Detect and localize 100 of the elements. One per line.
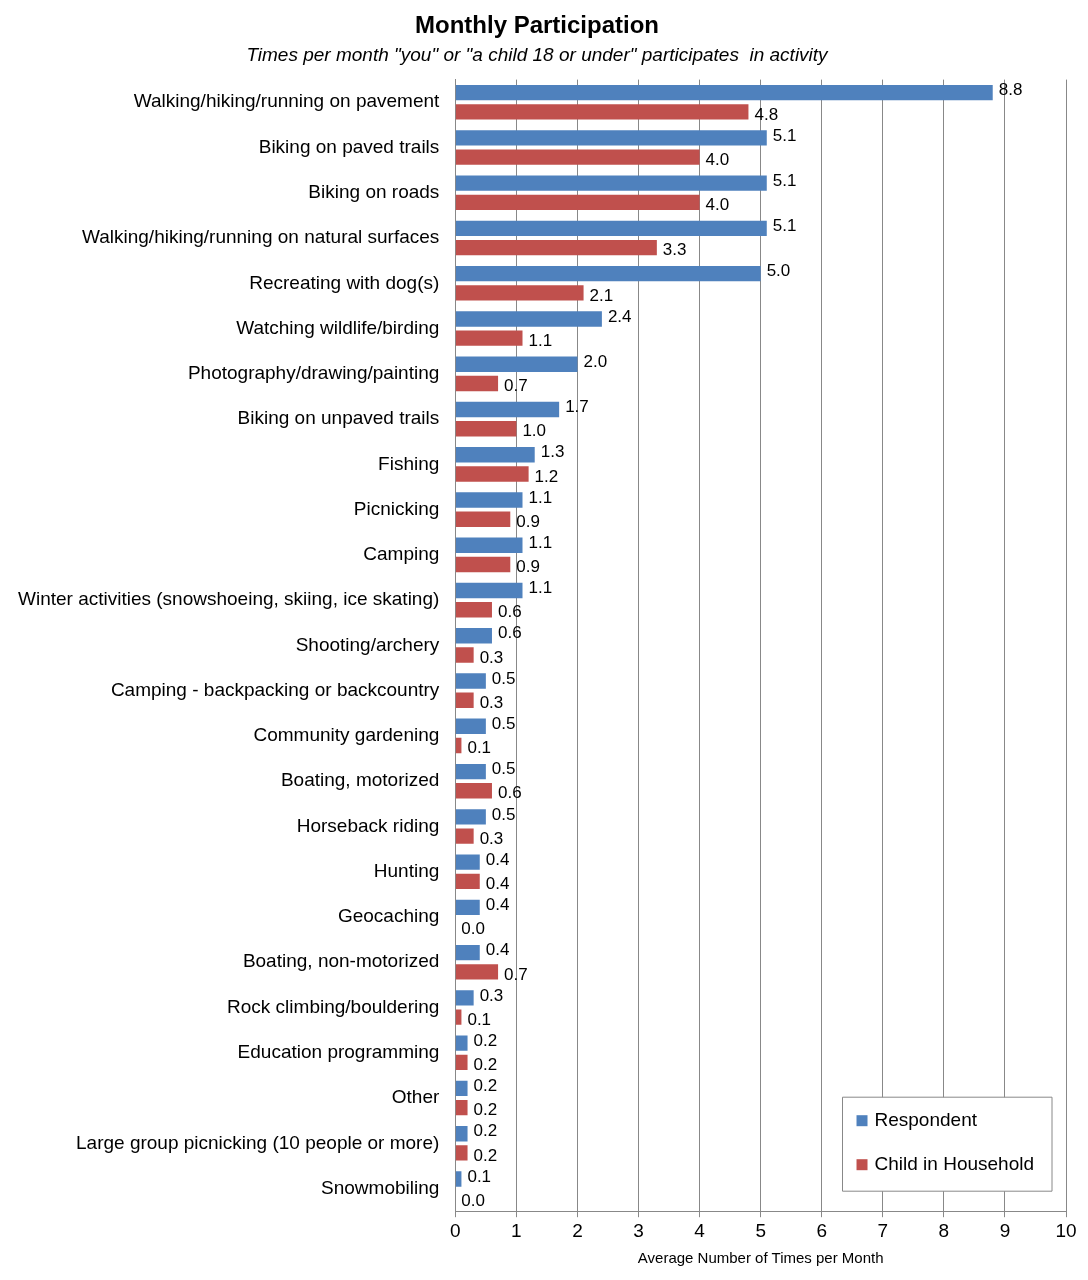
bar <box>455 990 474 1006</box>
data-label: 0.5 <box>491 668 516 688</box>
data-label: 0.2 <box>473 1121 498 1141</box>
data-label: 0.3 <box>479 692 504 712</box>
bar <box>455 421 517 437</box>
bar <box>455 401 560 418</box>
bar <box>455 763 486 780</box>
data-label: 0.2 <box>473 1100 498 1120</box>
data-label: 1.7 <box>565 397 589 417</box>
x-tick-label: 6 <box>816 1219 828 1241</box>
bar <box>455 854 480 870</box>
bar <box>455 175 767 191</box>
bar <box>455 828 474 844</box>
bar <box>455 511 511 527</box>
y-tick-label: Camping <box>363 543 440 565</box>
bar <box>455 194 700 211</box>
bar <box>455 356 578 372</box>
bar <box>455 647 474 663</box>
data-label: 0.6 <box>497 602 522 622</box>
bar <box>455 582 523 599</box>
bar <box>455 239 657 256</box>
y-tick-label: Education programming <box>237 1041 440 1063</box>
data-label: 5.1 <box>772 170 797 190</box>
bar <box>455 602 492 618</box>
bar <box>455 1009 462 1025</box>
data-label: 1.0 <box>522 421 547 441</box>
bar <box>455 944 480 961</box>
data-label: 8.8 <box>998 80 1023 100</box>
bar <box>455 149 700 165</box>
bar <box>455 1145 468 1161</box>
bar <box>455 1125 468 1142</box>
data-label: 0.6 <box>497 783 522 803</box>
y-tick-label: Photography/drawing/painting <box>187 362 440 384</box>
bar <box>455 220 767 237</box>
legend-label: Child in Household <box>874 1153 1035 1175</box>
data-label: 0.3 <box>479 647 504 667</box>
data-label: 0.3 <box>479 985 504 1005</box>
y-tick-label: Community gardening <box>253 724 440 746</box>
data-label: 1.1 <box>528 330 553 350</box>
y-tick-label: Hunting <box>373 859 440 881</box>
data-label: 0.1 <box>467 738 492 758</box>
data-label: 1.1 <box>528 578 553 598</box>
y-tick-label: Geocaching <box>337 905 440 927</box>
bar <box>455 492 523 508</box>
data-label: 0.2 <box>473 1055 498 1075</box>
bar <box>455 1035 468 1051</box>
bar <box>455 447 535 463</box>
legend-label: Respondent <box>874 1109 978 1131</box>
bar <box>455 692 474 708</box>
bar <box>455 537 523 553</box>
data-label: 2.1 <box>589 285 614 305</box>
x-tick-label: 7 <box>877 1219 889 1241</box>
chart-subtitle: Times per month "you" or "a child 18 or under" participates in activity <box>246 44 830 66</box>
data-label: 0.2 <box>473 1076 498 1096</box>
y-tick-label: Watching wildlife/birding <box>236 316 440 338</box>
data-label: 0.4 <box>485 874 510 894</box>
data-label: 0.4 <box>485 849 510 869</box>
bar <box>455 809 486 825</box>
bar <box>455 1171 462 1187</box>
bar <box>455 556 511 573</box>
data-label: 0.1 <box>467 1166 492 1186</box>
chart-title: Monthly Participation <box>414 11 660 39</box>
data-label: 0.3 <box>479 828 504 848</box>
y-tick-label: Walking/hiking/running on natural surfaces <box>82 226 440 248</box>
data-label: 0.1 <box>467 1009 492 1029</box>
y-tick-label: Other <box>391 1086 440 1108</box>
bar <box>455 899 480 916</box>
data-label: 0.7 <box>504 376 528 396</box>
bar <box>455 84 993 101</box>
data-label: 0.6 <box>497 623 522 643</box>
bar <box>455 311 602 327</box>
bar <box>455 104 749 120</box>
data-label: 1.2 <box>534 466 559 486</box>
data-label: 2.4 <box>607 306 632 326</box>
data-label: 1.1 <box>528 487 553 507</box>
y-tick-label: Winter activities (snowshoeing, skiing, ice skating) <box>17 588 440 610</box>
data-label: 5.1 <box>772 216 797 236</box>
bar <box>455 873 480 890</box>
data-label: 0.5 <box>491 759 516 779</box>
data-label: 0.5 <box>491 804 516 824</box>
data-label: 0.4 <box>485 895 510 915</box>
data-label: 0.0 <box>461 1190 485 1210</box>
y-tick-label: Snowmobiling <box>321 1176 440 1198</box>
data-label: 4.8 <box>754 104 779 124</box>
x-axis-title: Average Number of Times per Month <box>637 1249 884 1267</box>
bar <box>455 673 486 689</box>
y-tick-label: Rock climbing/bouldering <box>227 995 440 1017</box>
data-label: 0.4 <box>485 940 510 960</box>
x-tick-label: 8 <box>938 1219 950 1241</box>
bar <box>455 718 486 734</box>
y-tick-label: Boating, motorized <box>280 769 440 791</box>
x-tick-label: 3 <box>633 1219 644 1241</box>
data-label: 0.9 <box>516 511 540 531</box>
y-tick-label: Camping - backpacking or backcountry <box>110 678 440 700</box>
bar <box>455 783 492 799</box>
bar <box>455 330 523 346</box>
data-label: 0.2 <box>473 1030 498 1050</box>
y-tick-label: Recreating with dog(s) <box>249 271 440 293</box>
bar <box>455 130 767 146</box>
y-tick-label: Boating, non-motorized <box>242 950 440 972</box>
